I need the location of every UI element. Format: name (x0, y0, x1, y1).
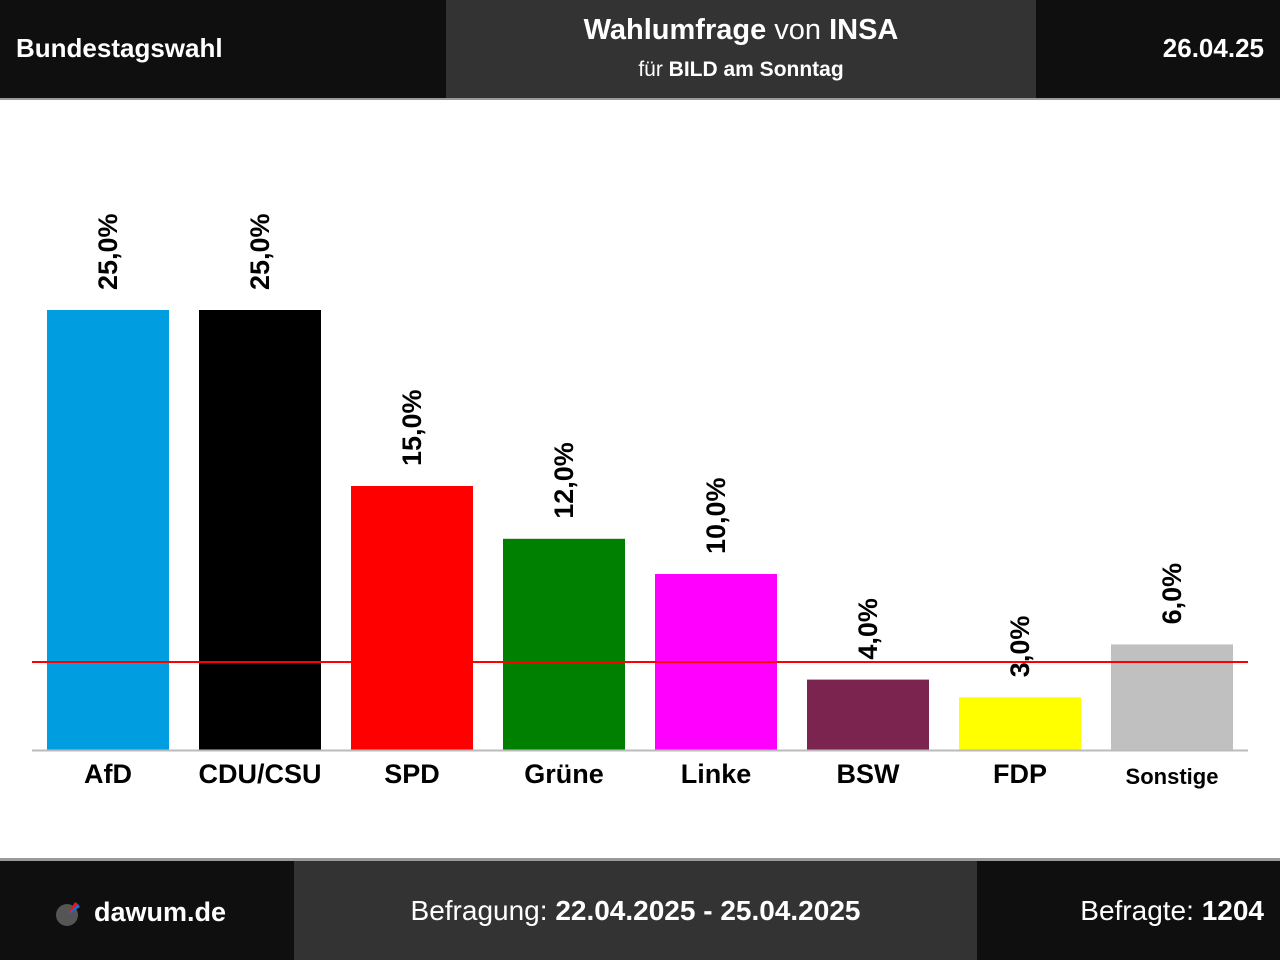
poll-client: BILD am Sonntag (668, 58, 844, 81)
poll-subtitle-fuer: für (638, 58, 663, 81)
bar-value-label: 25,0% (93, 213, 123, 290)
bar (199, 310, 321, 750)
survey-label: Befragung: (410, 895, 548, 926)
bar-value-label: 10,0% (701, 477, 731, 554)
poll-institute: INSA (829, 14, 899, 46)
respondents-value: 1204 (1201, 895, 1264, 926)
category-label: FDP (993, 759, 1047, 789)
bar-value-label: 4,0% (853, 598, 883, 660)
header-center-panel: Wahlumfrage von INSA für BILD am Sonntag (446, 0, 1036, 98)
category-label: CDU/CSU (198, 759, 321, 789)
poll-title-von: von (774, 14, 822, 46)
poll-title-word: Wahlumfrage (583, 14, 767, 46)
bar (807, 679, 929, 750)
respondents: Befragte: 1204 (1080, 895, 1264, 927)
footer-divider (0, 858, 1280, 861)
header-bar: Bundestagswahl Wahlumfrage von INSA für … (0, 0, 1280, 100)
category-label: SPD (384, 759, 440, 789)
poll-title: Wahlumfrage von INSA (446, 14, 1036, 47)
poll-subtitle: für BILD am Sonntag (446, 58, 1036, 82)
survey-dates: 22.04.2025 - 25.04.2025 (555, 895, 861, 926)
bar-value-label: 12,0% (549, 442, 579, 519)
brand-link[interactable]: dawum.de (54, 897, 226, 928)
respondents-label: Befragte: (1080, 895, 1194, 926)
brand-name: dawum.de (94, 897, 227, 927)
bar (47, 310, 169, 750)
category-label: Linke (681, 759, 752, 789)
bar-value-label: 25,0% (245, 213, 275, 290)
category-label: Grüne (524, 759, 604, 789)
bar-value-label: 15,0% (397, 389, 427, 466)
footer-right-panel: Befragte: 1204 (977, 861, 1280, 960)
dawum-logo-icon (56, 901, 80, 926)
category-label: Sonstige (1126, 764, 1219, 789)
category-label: BSW (837, 759, 901, 789)
bar (351, 486, 473, 750)
category-label: AfD (84, 759, 132, 789)
bar (1111, 644, 1233, 750)
poll-date: 26.04.25 (1162, 33, 1264, 63)
footer-left-panel: dawum.de (0, 861, 294, 960)
bar-value-label: 3,0% (1005, 616, 1035, 678)
header-divider (0, 98, 1280, 100)
header-right-panel: 26.04.25 (1036, 0, 1280, 98)
footer-center-panel: Befragung: 22.04.2025 - 25.04.2025 (294, 861, 977, 960)
bar-chart: 25,0% AfD 25,0% CDU/CSU 15,0% SPD 12,0% Grüne 10… (0, 100, 1280, 860)
bar-chart-svg: 25,0% AfD 25,0% CDU/CSU 15,0% SPD 12,0% Grüne 10… (32, 213, 1248, 789)
header-left-panel: Bundestagswahl (0, 0, 446, 98)
bar (959, 697, 1081, 750)
bar-value-label: 6,0% (1157, 563, 1187, 625)
survey-period: Befragung: 22.04.2025 - 25.04.2025 (294, 895, 977, 927)
region-label: Bundestagswahl (16, 33, 223, 63)
bar (503, 538, 625, 750)
